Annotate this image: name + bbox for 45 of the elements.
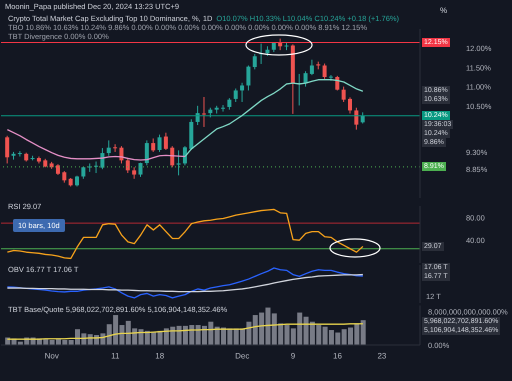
candlestick [119,146,124,164]
candlestick [170,146,174,168]
candlestick [342,86,346,102]
candlestick [265,46,270,56]
candlestick [182,146,187,166]
y-axis-title: % [440,6,448,15]
candlestick [278,38,282,51]
candlestick [132,166,136,180]
line-series [6,208,364,260]
x-tick-label: Nov [44,352,59,361]
candlestick [94,161,98,174]
x-tick-label: 9 [290,352,296,361]
candlestick [196,105,200,126]
candlestick [310,59,314,76]
candlestick [75,175,80,187]
candlestick [202,96,206,128]
candlestick [164,132,168,150]
candlestick [227,98,232,110]
candlestick [113,144,118,152]
candlestick [81,166,86,180]
x-tick-label: 11 [111,352,120,361]
x-tick-label: 23 [377,352,387,361]
candlestick [126,158,130,174]
candlestick [5,135,10,164]
x-tick-label: Dec [235,352,250,361]
candlestick [360,112,365,124]
x-tick-label: 18 [155,352,165,361]
candlestick [246,64,250,91]
x-tick-label: 16 [333,352,342,361]
candlestick [304,70,308,88]
line-series [6,323,364,340]
candlestick [144,140,149,166]
candlestick [106,140,111,156]
candlestick [138,162,142,178]
candlestick [158,134,162,152]
candlestick [252,53,257,70]
candlestick [240,82,244,102]
candlestick [348,96,352,114]
candlestick [208,107,212,118]
candlestick [56,164,60,176]
candlestick [354,107,358,130]
candlestick [322,63,327,80]
candlestick [234,88,238,102]
candlestick [62,170,66,184]
candlestick [151,138,156,152]
